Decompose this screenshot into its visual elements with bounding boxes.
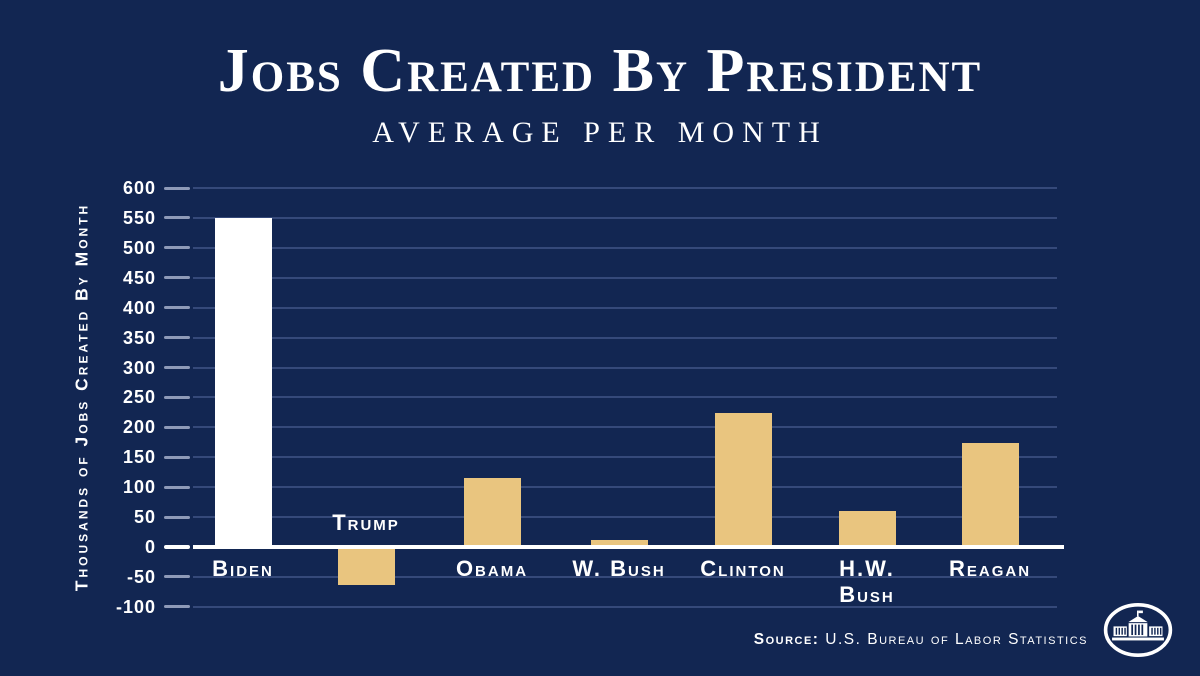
y-tick-250 [164,395,190,399]
gridline--50 [193,575,1057,578]
gridline-550 [193,216,1057,219]
y-tick-550 [164,216,190,220]
y-tick-600 [164,186,190,190]
chart-subtitle: Average Per Month [372,116,828,149]
source-line: Source: U.S. Bureau of Labor Statistics [400,631,1088,649]
bar-label-line: Obama [455,556,529,581]
y-tick-label: 0 [144,537,156,557]
source-label: Source: [753,631,820,648]
bar-label-biden: Biden [212,556,274,582]
gridline--100 [193,605,1057,608]
y-tick-label: -100 [115,596,156,617]
source-text: U.S. Bureau of Labor Statistics [825,631,1088,648]
y-tick-label: 600 [122,178,156,198]
bar-label-line: Reagan [948,556,1032,581]
y-tick-0 [164,545,190,549]
gridline-250 [193,396,1057,399]
bar-label-line: Bush [839,581,895,607]
y-tick-350 [164,336,190,340]
y-tick-label: 550 [122,207,156,228]
y-tick--50 [164,575,190,579]
bar-label-line: Biden [212,556,274,581]
x-axis-line [193,545,1064,549]
y-tick-200 [164,425,190,429]
bar-biden [214,217,272,547]
bar-obama [463,477,521,547]
bar-trump [337,547,395,585]
gridline-600 [193,187,1057,189]
y-tick-label: 200 [122,417,156,438]
y-tick-label: 350 [122,327,156,348]
y-tick-label: 250 [122,387,156,408]
bar-reagan [961,443,1019,547]
bar-w-bush [590,539,648,547]
y-tick--100 [164,605,190,609]
gridline-100 [193,486,1057,489]
bar-label-obama: Obama [456,556,528,582]
y-tick-150 [164,455,190,459]
gridline-450 [193,276,1057,279]
bar-clinton [714,412,772,547]
y-tick-label: 400 [122,297,156,318]
bar-label-line: H.W. [839,556,895,581]
y-tick-label: 150 [122,447,156,468]
y-tick-100 [164,485,190,489]
bar-h-w-bush [838,510,896,547]
bar-label-line: W. Bush [572,556,666,581]
gridline-350 [193,336,1057,339]
gridline-300 [193,366,1057,369]
gridline-150 [193,456,1057,459]
y-tick-50 [164,515,190,519]
gridline-500 [193,246,1057,249]
gridline-200 [193,426,1057,429]
bar-label-line: Trump [332,510,400,535]
y-tick-label: 50 [133,507,156,528]
y-tick-400 [164,306,190,310]
y-tick-label: 100 [122,477,156,498]
y-tick-300 [164,366,190,369]
y-tick-450 [164,276,190,280]
bar-label-trump: Trump [332,510,400,536]
bar-label-clinton: Clinton [700,556,785,582]
white-house-logo-icon [1103,603,1173,657]
gridline-50 [193,516,1057,519]
y-tick-label: 300 [122,357,156,378]
bar-label-h-w-bush: H.W. Bush [839,556,895,607]
bar-label-reagan: Reagan [949,556,1031,582]
chart-title: Jobs Created By President [217,37,983,105]
y-tick-label: 500 [122,237,156,258]
bar-label-w-bush: W. Bush [572,556,665,582]
y-tick-label: 450 [122,267,156,288]
gridline-400 [193,306,1057,309]
y-tick-label: -50 [126,566,156,587]
bar-label-line: Clinton [700,556,786,581]
y-tick-500 [164,246,190,250]
